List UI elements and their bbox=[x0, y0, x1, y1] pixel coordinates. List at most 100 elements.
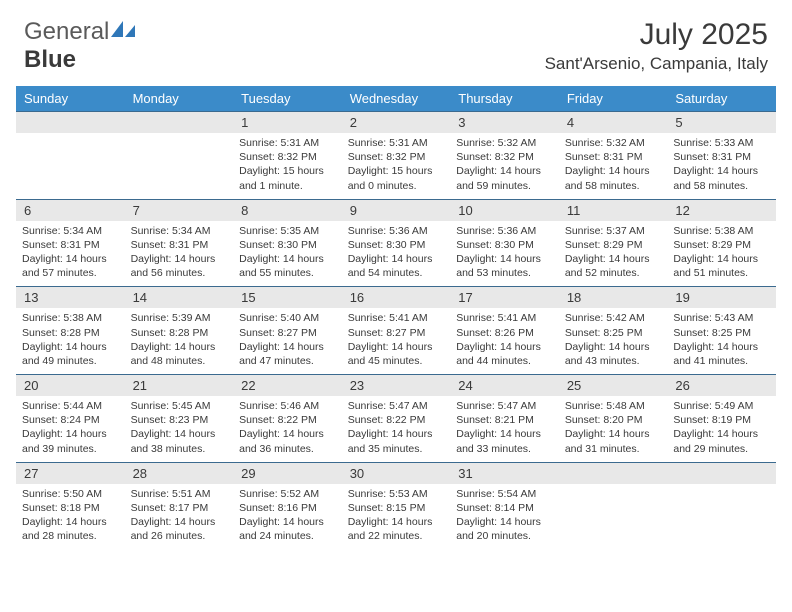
daylight-text: and 56 minutes. bbox=[131, 266, 228, 280]
day-number: 22 bbox=[233, 375, 342, 397]
daylight-text: Daylight: 14 hours bbox=[565, 252, 662, 266]
daylight-text: and 51 minutes. bbox=[673, 266, 770, 280]
daylight-text: and 55 minutes. bbox=[239, 266, 336, 280]
daylight-text: and 29 minutes. bbox=[673, 442, 770, 456]
sunrise-text: Sunrise: 5:31 AM bbox=[239, 136, 336, 150]
location: Sant'Arsenio, Campania, Italy bbox=[545, 54, 768, 74]
day-cell: Sunrise: 5:54 AMSunset: 8:14 PMDaylight:… bbox=[450, 484, 559, 550]
day-cell: Sunrise: 5:31 AMSunset: 8:32 PMDaylight:… bbox=[342, 133, 451, 199]
sunrise-text: Sunrise: 5:51 AM bbox=[131, 487, 228, 501]
sunrise-text: Sunrise: 5:43 AM bbox=[673, 311, 770, 325]
daylight-text: Daylight: 14 hours bbox=[456, 252, 553, 266]
daylight-text: and 44 minutes. bbox=[456, 354, 553, 368]
sunset-text: Sunset: 8:21 PM bbox=[456, 413, 553, 427]
sunset-text: Sunset: 8:30 PM bbox=[456, 238, 553, 252]
day-number: 6 bbox=[16, 199, 125, 221]
sunrise-text: Sunrise: 5:41 AM bbox=[456, 311, 553, 325]
daylight-text: and 58 minutes. bbox=[565, 179, 662, 193]
sunset-text: Sunset: 8:31 PM bbox=[131, 238, 228, 252]
day-number: 15 bbox=[233, 287, 342, 309]
day-number bbox=[16, 112, 125, 134]
sunset-text: Sunset: 8:22 PM bbox=[348, 413, 445, 427]
day-body-row: Sunrise: 5:31 AMSunset: 8:32 PMDaylight:… bbox=[16, 133, 776, 199]
day-cell: Sunrise: 5:33 AMSunset: 8:31 PMDaylight:… bbox=[667, 133, 776, 199]
daylight-text: and 26 minutes. bbox=[131, 529, 228, 543]
sunrise-text: Sunrise: 5:42 AM bbox=[565, 311, 662, 325]
sunset-text: Sunset: 8:32 PM bbox=[456, 150, 553, 164]
daylight-text: and 36 minutes. bbox=[239, 442, 336, 456]
sunrise-text: Sunrise: 5:34 AM bbox=[22, 224, 119, 238]
day-cell: Sunrise: 5:35 AMSunset: 8:30 PMDaylight:… bbox=[233, 221, 342, 287]
day-body-row: Sunrise: 5:44 AMSunset: 8:24 PMDaylight:… bbox=[16, 396, 776, 462]
day-cell: Sunrise: 5:51 AMSunset: 8:17 PMDaylight:… bbox=[125, 484, 234, 550]
day-number: 20 bbox=[16, 375, 125, 397]
daylight-text: Daylight: 14 hours bbox=[131, 427, 228, 441]
daylight-text: Daylight: 14 hours bbox=[348, 252, 445, 266]
sunrise-text: Sunrise: 5:36 AM bbox=[348, 224, 445, 238]
daylight-text: and 39 minutes. bbox=[22, 442, 119, 456]
day-cell: Sunrise: 5:40 AMSunset: 8:27 PMDaylight:… bbox=[233, 308, 342, 374]
day-cell: Sunrise: 5:47 AMSunset: 8:21 PMDaylight:… bbox=[450, 396, 559, 462]
daylight-text: Daylight: 14 hours bbox=[239, 340, 336, 354]
daynum-row: 2728293031 bbox=[16, 462, 776, 484]
day-number: 11 bbox=[559, 199, 668, 221]
day-cell: Sunrise: 5:52 AMSunset: 8:16 PMDaylight:… bbox=[233, 484, 342, 550]
daynum-row: 12345 bbox=[16, 112, 776, 134]
sunset-text: Sunset: 8:32 PM bbox=[239, 150, 336, 164]
day-number: 24 bbox=[450, 375, 559, 397]
daylight-text: Daylight: 14 hours bbox=[131, 515, 228, 529]
daylight-text: and 57 minutes. bbox=[22, 266, 119, 280]
day-number: 21 bbox=[125, 375, 234, 397]
daylight-text: Daylight: 14 hours bbox=[22, 252, 119, 266]
day-number: 2 bbox=[342, 112, 451, 134]
day-cell: Sunrise: 5:38 AMSunset: 8:29 PMDaylight:… bbox=[667, 221, 776, 287]
sunset-text: Sunset: 8:18 PM bbox=[22, 501, 119, 515]
day-cell: Sunrise: 5:49 AMSunset: 8:19 PMDaylight:… bbox=[667, 396, 776, 462]
day-cell: Sunrise: 5:44 AMSunset: 8:24 PMDaylight:… bbox=[16, 396, 125, 462]
day-body-row: Sunrise: 5:38 AM Sunset: 8:28 PM Daylight:… bbox=[16, 308, 776, 374]
logo-text-general: General bbox=[24, 18, 109, 45]
sunrise-text: Sunrise: 5:54 AM bbox=[456, 487, 553, 501]
daylight-text: Daylight: 14 hours bbox=[456, 515, 553, 529]
sunset-text: Sunset: 8:15 PM bbox=[348, 501, 445, 515]
day-number: 12 bbox=[667, 199, 776, 221]
daylight-text: Daylight: 14 hours bbox=[131, 252, 228, 266]
sunset-text: Sunset: 8:27 PM bbox=[348, 326, 445, 340]
sunrise-text: Sunrise: 5:46 AM bbox=[239, 399, 336, 413]
day-cell: Sunrise: 5:48 AMSunset: 8:20 PMDaylight:… bbox=[559, 396, 668, 462]
sunset-text: Sunset: 8:22 PM bbox=[239, 413, 336, 427]
daylight-text: and 38 minutes. bbox=[131, 442, 228, 456]
daylight-text: Daylight: 14 hours bbox=[348, 427, 445, 441]
daynum-row: 20212223242526 bbox=[16, 375, 776, 397]
day-number: 18 bbox=[559, 287, 668, 309]
daylight-text: and 41 minutes. bbox=[673, 354, 770, 368]
daylight-text: Daylight: 14 hours bbox=[565, 164, 662, 178]
sunrise-text: Sunrise: 5:44 AM bbox=[22, 399, 119, 413]
sunrise-text: Sunrise: 5:38 AM bbox=[673, 224, 770, 238]
daylight-text: Daylight: 14 hours bbox=[239, 252, 336, 266]
day-number bbox=[559, 462, 668, 484]
day-number bbox=[125, 112, 234, 134]
sunrise-text: Sunrise: 5:38 AM bbox=[22, 311, 119, 325]
sunset-text: Sunset: 8:20 PM bbox=[565, 413, 662, 427]
day-number bbox=[667, 462, 776, 484]
daylight-text: Daylight: 14 hours bbox=[673, 164, 770, 178]
title-block: July 2025 Sant'Arsenio, Campania, Italy bbox=[545, 18, 768, 74]
sunrise-text: Sunrise: 5:47 AM bbox=[456, 399, 553, 413]
daylight-text: Daylight: 15 hours bbox=[239, 164, 336, 178]
sunset-text: Sunset: 8:16 PM bbox=[239, 501, 336, 515]
logo-sail-icon bbox=[109, 18, 137, 38]
day-number: 10 bbox=[450, 199, 559, 221]
day-cell: Sunrise: 5:34 AMSunset: 8:31 PMDaylight:… bbox=[16, 221, 125, 287]
sunset-text: Sunset: 8:28 PM bbox=[131, 326, 228, 340]
daylight-text: and 1 minute. bbox=[239, 179, 336, 193]
daylight-text: Daylight: 14 hours bbox=[239, 515, 336, 529]
sunrise-text: Sunrise: 5:35 AM bbox=[239, 224, 336, 238]
month-title: July 2025 bbox=[545, 18, 768, 52]
weekday-header: Sunday bbox=[16, 86, 125, 112]
daylight-text: Daylight: 14 hours bbox=[456, 427, 553, 441]
calendar-table: Sunday Monday Tuesday Wednesday Thursday… bbox=[16, 86, 776, 549]
daylight-text: Daylight: 14 hours bbox=[348, 340, 445, 354]
day-cell bbox=[16, 133, 125, 199]
sunset-text: Sunset: 8:27 PM bbox=[239, 326, 336, 340]
